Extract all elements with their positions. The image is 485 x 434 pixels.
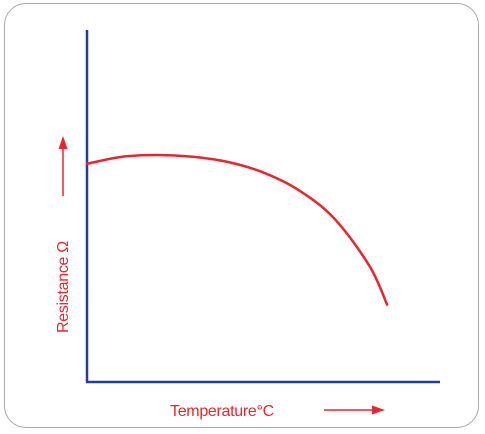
series-line	[85, 153, 389, 306]
y-axis-label: Resistance Ω	[55, 241, 72, 333]
chart-frame	[4, 3, 479, 428]
y-label-arrow-head	[58, 136, 68, 149]
x-label-arrow-head	[372, 405, 385, 415]
x-axis-label: Temperature°C	[170, 403, 274, 420]
